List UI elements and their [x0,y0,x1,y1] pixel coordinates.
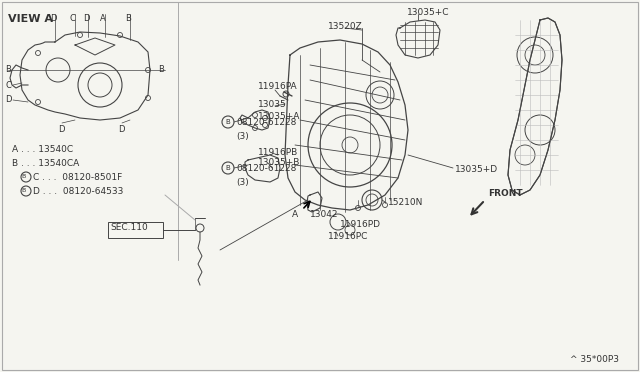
Text: B: B [226,165,230,171]
Text: 08120-61228: 08120-61228 [236,164,296,173]
Text: 13035+C: 13035+C [407,8,449,17]
Text: A: A [292,210,298,219]
Text: A: A [100,14,106,23]
Text: 13035+B: 13035+B [258,158,300,167]
Text: 08120-61228: 08120-61228 [236,118,296,127]
Text: 11916PC: 11916PC [328,232,369,241]
Text: B: B [22,174,26,180]
Text: B: B [226,119,230,125]
Text: D . . .  08120-64533: D . . . 08120-64533 [33,187,124,196]
Text: VIEW A: VIEW A [8,14,53,24]
Text: B . . . 13540CA: B . . . 13540CA [12,159,79,168]
Text: ^ 35*00P3: ^ 35*00P3 [570,355,619,364]
Text: 13042: 13042 [310,210,339,219]
Text: (3): (3) [236,132,249,141]
Text: D: D [58,125,65,134]
Text: 11916PA: 11916PA [258,82,298,91]
Text: (3): (3) [236,178,249,187]
Text: D: D [83,14,90,23]
Text: B: B [22,189,26,193]
Text: 15210N: 15210N [388,198,424,207]
Text: C: C [5,80,11,90]
Text: 13035+D: 13035+D [455,165,498,174]
Text: 11916PB: 11916PB [258,148,298,157]
Text: B: B [125,14,131,23]
Text: B: B [158,65,164,74]
Bar [108,222,163,238]
Text: D: D [5,96,12,105]
Text: D: D [50,14,56,23]
Text: C . . .  08120-8501F: C . . . 08120-8501F [33,173,122,182]
Text: B: B [5,65,11,74]
Text: D: D [118,125,125,134]
Text: A . . . 13540C: A . . . 13540C [12,145,73,154]
Text: 13035+A: 13035+A [258,112,300,121]
Text: 11916PD: 11916PD [340,220,381,229]
Text: C: C [70,14,76,23]
Text: 13035: 13035 [258,100,287,109]
Text: FRONT: FRONT [488,189,523,198]
Text: SEC.110: SEC.110 [110,223,148,232]
Text: 13520Z: 13520Z [328,22,363,31]
